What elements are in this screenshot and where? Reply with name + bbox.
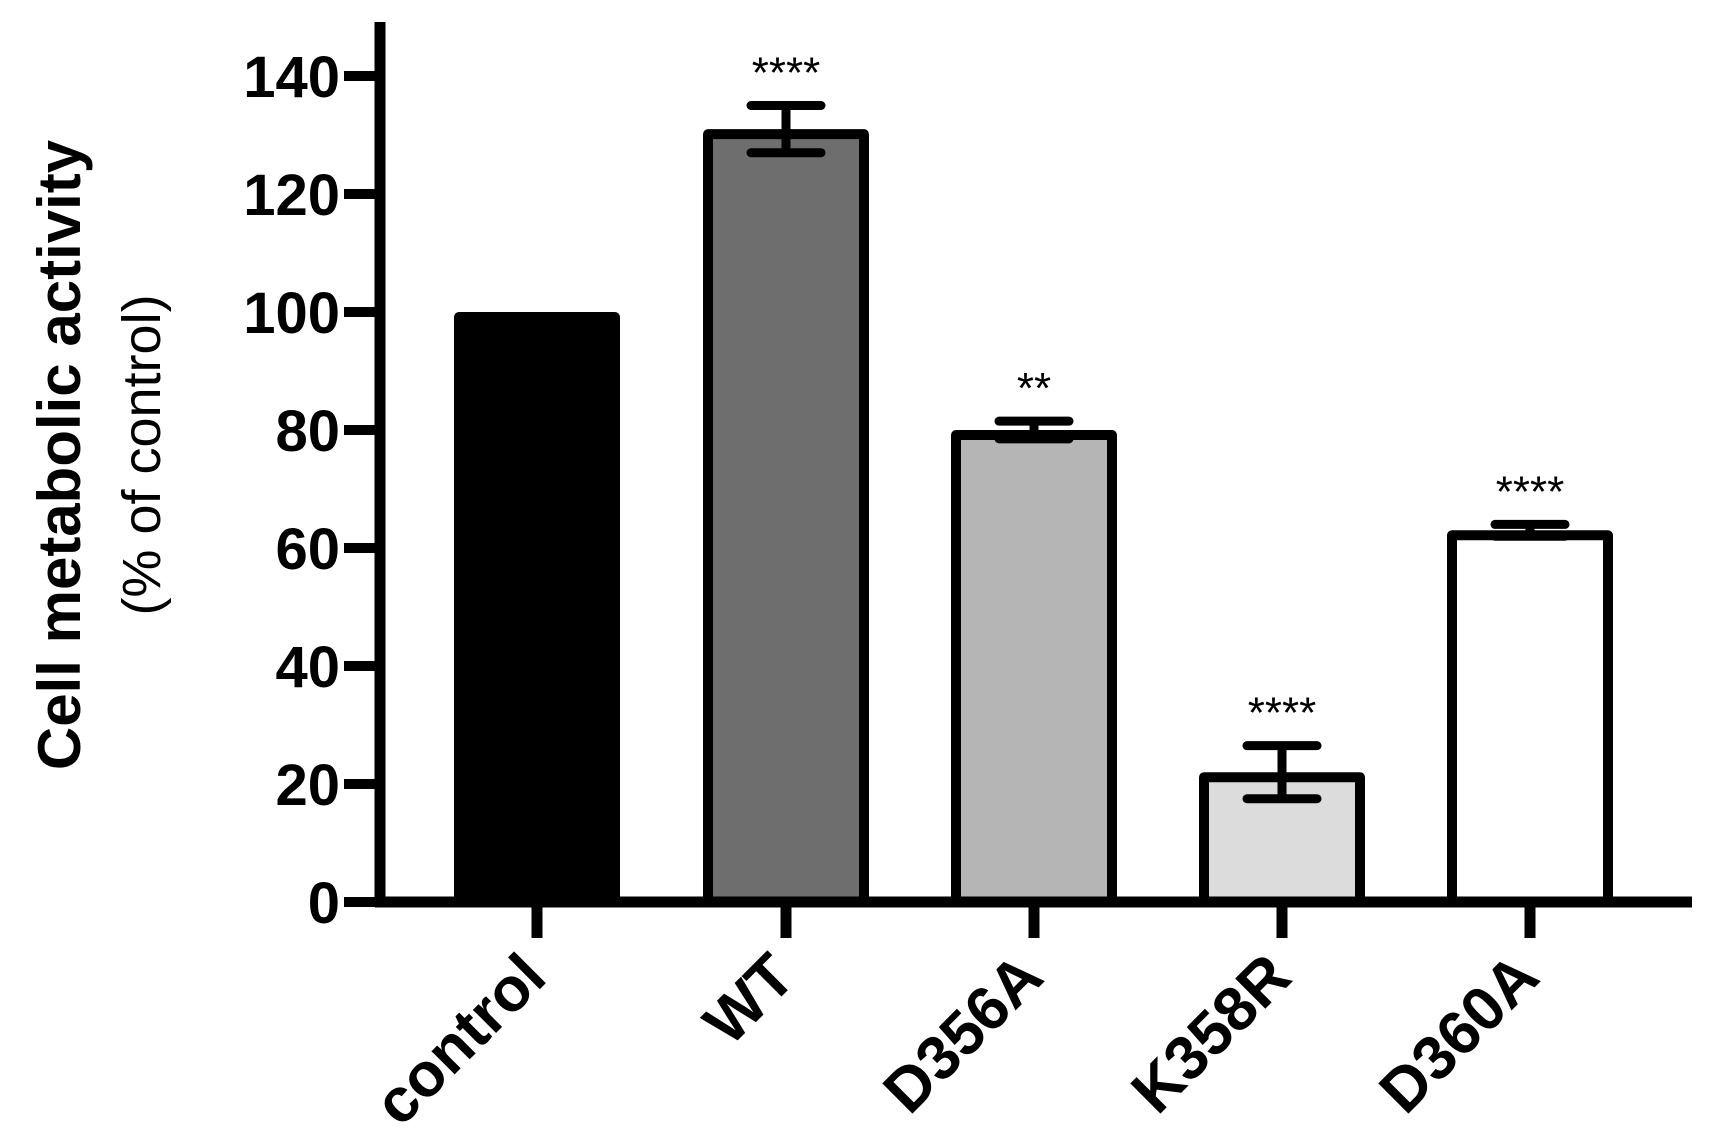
x-tick-label: D356A <box>871 941 1056 1126</box>
bar-d360a <box>1447 530 1613 907</box>
significance-label: **** <box>1248 689 1317 738</box>
y-axis-sublabel: (% of control) <box>112 294 172 615</box>
x-axis: control WT D356A K358R D360A <box>362 896 1692 1138</box>
bar-control <box>454 312 620 907</box>
bar-wt <box>703 129 869 908</box>
x-tick-label: K358R <box>1119 941 1304 1126</box>
significance-label: **** <box>752 49 821 98</box>
y-axis-label: Cell metabolic activity <box>26 139 93 770</box>
significance-label: ** <box>1017 364 1051 413</box>
x-tick-label: WT <box>691 941 808 1058</box>
y-tick-label: 120 <box>243 163 340 228</box>
y-tick-label: 100 <box>243 281 340 346</box>
y-tick-label: 40 <box>275 635 340 700</box>
y-tick-label: 140 <box>243 45 340 110</box>
bar-d356a <box>951 430 1117 907</box>
y-tick-label: 80 <box>275 399 340 464</box>
x-tick-label: D360A <box>1367 941 1552 1126</box>
significance-label: **** <box>1496 467 1565 516</box>
x-tick-label: control <box>362 941 559 1138</box>
y-tick-label: 60 <box>275 517 340 582</box>
y-axis-title: Cell metabolic activity (% of control) <box>26 139 172 770</box>
bars: ************** <box>454 49 1613 908</box>
y-tick-label: 20 <box>275 753 340 818</box>
y-tick-label: 0 <box>308 871 340 936</box>
y-axis: 0 20 40 60 80 100 120 140 <box>243 22 386 936</box>
